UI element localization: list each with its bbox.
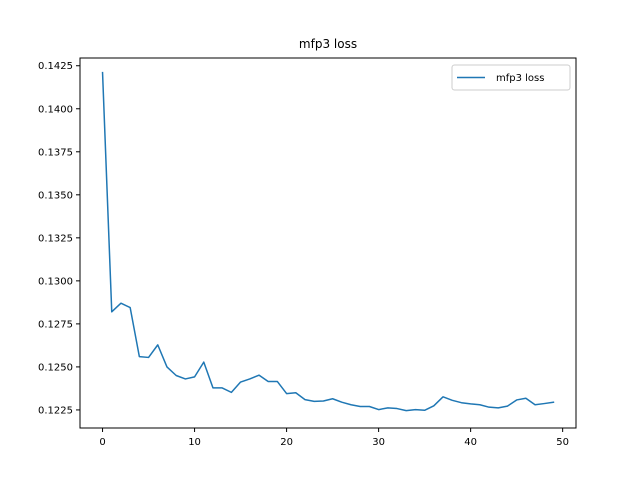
y-axis: 0.1225 0.1250 0.1275 0.1300 0.1325 0.1350 0.13… [38, 61, 80, 416]
x-axis: 0 10 20 30 40 50 [99, 428, 569, 448]
x-tick-label: 30 [372, 437, 385, 448]
series-line [101, 71, 555, 412]
y-tick-label: 0.1275 [38, 319, 73, 330]
x-tick-label: 20 [280, 437, 293, 448]
y-tick-label: 0.1300 [38, 276, 73, 287]
y-tick-label: 0.1375 [38, 147, 73, 158]
y-tick-label: 0.1400 [38, 104, 73, 115]
y-tick-label: 0.1325 [38, 233, 73, 244]
plot-frame [79, 57, 577, 429]
x-tick-label: 50 [556, 437, 569, 448]
legend-box [451, 64, 571, 91]
x-tick-label: 40 [464, 437, 477, 448]
y-tick-label: 0.1425 [38, 61, 73, 72]
legend-label: mfp3 loss [496, 73, 544, 84]
y-tick-label: 0.1350 [38, 190, 73, 201]
legend: mfp3 loss [451, 64, 571, 91]
series-layer [101, 71, 555, 412]
y-tick-label: 0.1225 [38, 405, 73, 416]
y-tick-label: 0.1250 [38, 362, 73, 373]
plot-area [80, 58, 576, 428]
chart-title: mfp3 loss [299, 37, 357, 51]
x-tick-label: 0 [99, 437, 105, 448]
x-tick-label: 10 [188, 437, 201, 448]
